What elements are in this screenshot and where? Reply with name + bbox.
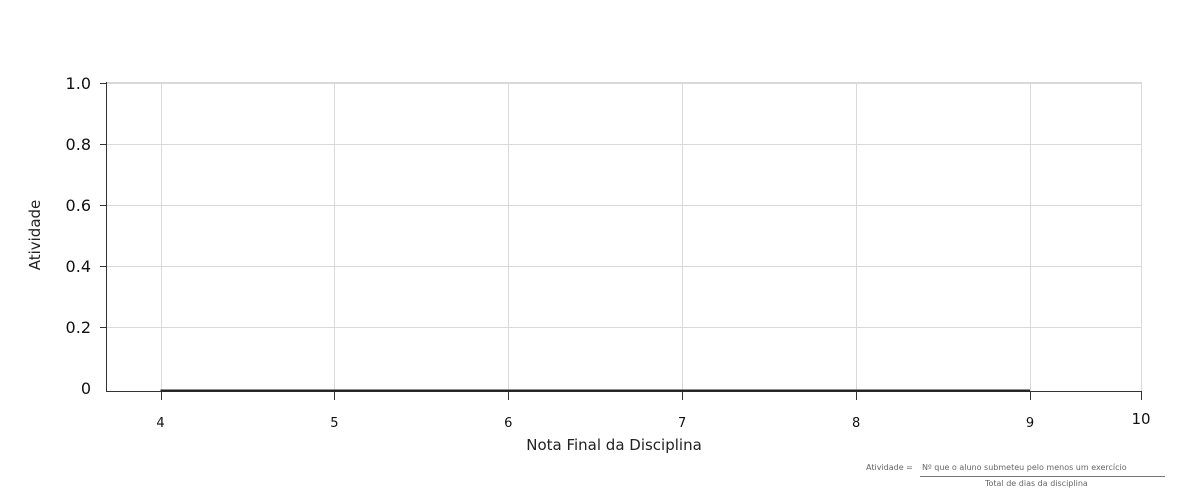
x-tick-label: 8: [852, 416, 860, 431]
y-tick-label: 1.0: [66, 74, 91, 93]
y-tick-label: 0.2: [66, 318, 91, 337]
y-tick-label: 0.8: [66, 135, 91, 154]
x-tick-label: 9: [1026, 416, 1034, 431]
y-tick-label: 0: [81, 379, 91, 398]
y-tick-label: 0.4: [66, 257, 91, 276]
y-tick-labels: 0 0.2 0.4 0.6 0.8 1.0: [66, 74, 91, 398]
x-tick-label: 6: [504, 416, 512, 431]
gridlines: [106, 82, 1142, 392]
x-tick-label: 7: [678, 416, 686, 431]
y-tick-label: 0.6: [66, 196, 91, 215]
formula-denominator: Total de dias da disciplina: [985, 479, 1088, 488]
x-tick-labels: 4 5 6 7 8 9 10: [156, 410, 1150, 431]
axes: [100, 82, 1142, 400]
x-tick-label: 5: [330, 416, 338, 431]
formula-numerator: Nº que o aluno submeteu pelo menos um ex…: [922, 463, 1127, 472]
y-axis-title: Atividade: [26, 200, 44, 271]
fraction-bar: [920, 476, 1165, 477]
x-axis-title: Nota Final da Disciplina: [526, 436, 702, 454]
x-tick-label: 4: [156, 416, 164, 431]
x-tick-label: 10: [1131, 410, 1150, 428]
formula-lhs: Atividade =: [866, 463, 913, 472]
